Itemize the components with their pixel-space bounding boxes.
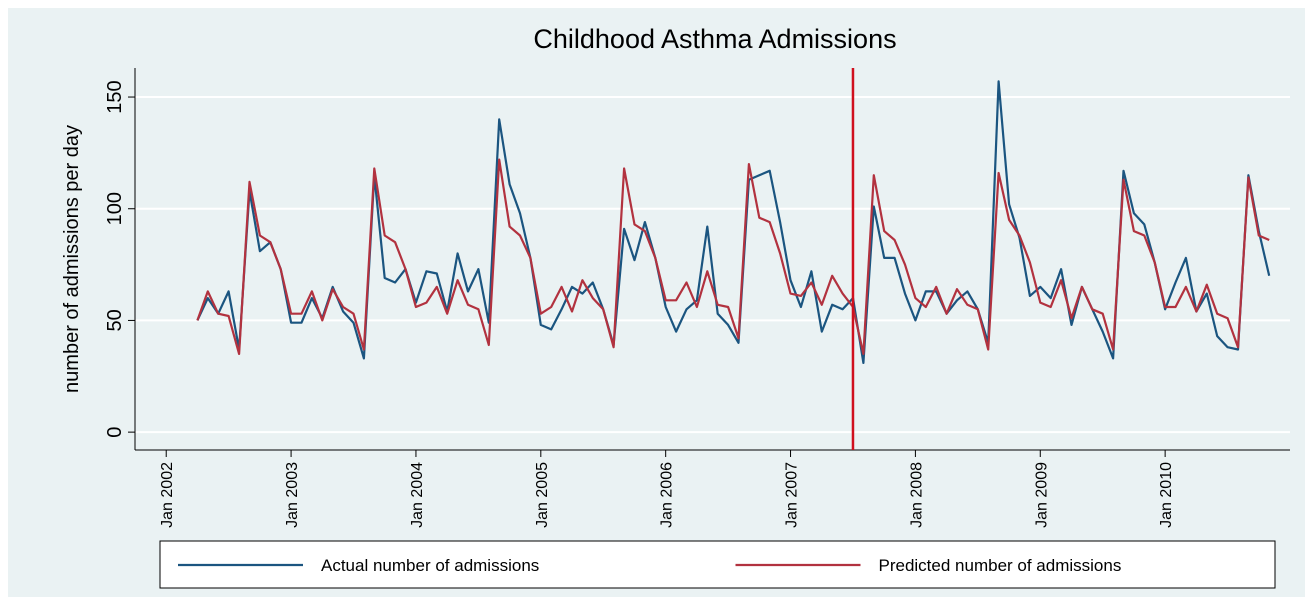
- y-tick-label: 50: [104, 309, 126, 331]
- x-tick-label: Jan 2008: [908, 462, 925, 528]
- chart-title: Childhood Asthma Admissions: [533, 24, 896, 54]
- data-line: [196, 158, 1270, 355]
- legend-box: [159, 540, 1276, 589]
- x-tick-label: Jan 2005: [534, 462, 551, 528]
- y-axis-label: number of admissions per day: [61, 125, 83, 393]
- legend-label: Actual number of admissions: [321, 556, 539, 575]
- x-tick-label: Jan 2009: [1033, 462, 1050, 528]
- x-tick-label: Jan 2002: [159, 462, 176, 528]
- y-tick-label: 150: [104, 80, 126, 113]
- x-tick-label: Jan 2006: [659, 462, 676, 528]
- x-tick-label: Jan 2007: [784, 462, 801, 528]
- x-tick-label: Jan 2004: [409, 462, 426, 528]
- legend-label: Predicted number of admissions: [879, 556, 1122, 575]
- y-tick-label: 100: [104, 192, 126, 225]
- x-tick-label: Jan 2003: [284, 462, 301, 528]
- y-tick-label: 0: [104, 427, 126, 438]
- x-tick-label: Jan 2010: [1158, 462, 1175, 528]
